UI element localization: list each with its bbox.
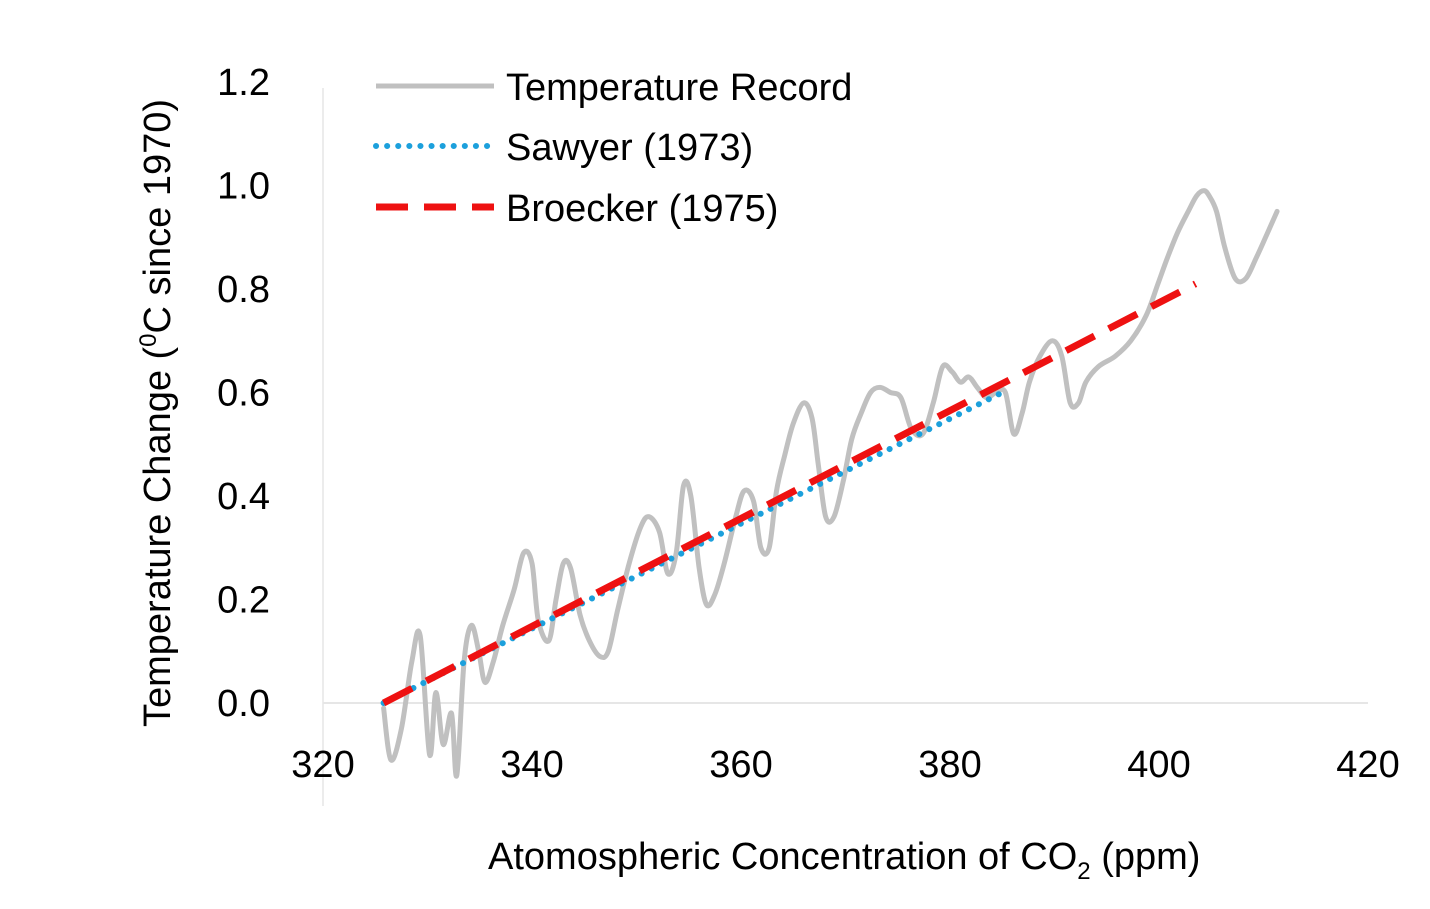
x-tick-label: 420: [1336, 744, 1399, 786]
plot-frame: [322, 88, 1368, 806]
series-layer: [380, 188, 1280, 779]
y-tick-label: 1.2: [217, 62, 270, 104]
y-tick-label: 0.8: [217, 269, 270, 311]
legend: Temperature Record Sawyer (1973) Broecke…: [373, 67, 852, 230]
x-tick-label: 340: [500, 744, 563, 786]
y-tick-label: 0.2: [217, 580, 270, 622]
x-tick-labels: 320 340 360 380 400 420: [291, 744, 1399, 786]
x-tick-label: 320: [291, 744, 354, 786]
y-axis-title: Temperature Change (0C since 1970): [135, 99, 179, 727]
x-tick-label: 360: [709, 744, 772, 786]
series-broecker: [382, 280, 1198, 707]
legend-label-temperature-record: Temperature Record: [506, 67, 852, 109]
legend-label-sawyer: Sawyer (1973): [506, 127, 753, 169]
series-temperature-record: [381, 188, 1280, 779]
y-tick-label: 0.6: [217, 373, 270, 415]
series-sawyer: [380, 389, 1006, 706]
legend-label-broecker: Broecker (1975): [506, 188, 778, 230]
y-tick-label: 0.4: [217, 476, 270, 518]
y-tick-label: 1.0: [217, 166, 270, 208]
y-tick-label: 0.0: [217, 683, 270, 725]
x-axis-title: Atomospheric Concentration of CO2 (ppm): [488, 836, 1200, 885]
y-tick-labels: 0.0 0.2 0.4 0.6 0.8 1.0 1.2: [217, 62, 270, 725]
x-tick-label: 400: [1127, 744, 1190, 786]
x-tick-label: 380: [918, 744, 981, 786]
